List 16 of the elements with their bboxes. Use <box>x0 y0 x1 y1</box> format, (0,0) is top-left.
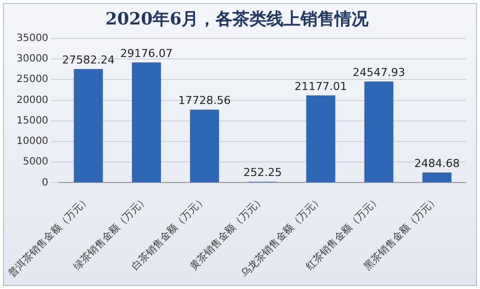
y-tick-label: 0 <box>42 177 48 188</box>
data-label: 17728.56 <box>178 94 231 107</box>
y-tick-label: 15000 <box>16 115 48 126</box>
data-label: 2484.68 <box>414 156 460 170</box>
data-label: 24547.93 <box>352 66 406 79</box>
y-tick-label: 35000 <box>16 32 48 44</box>
y-tick-label: 25000 <box>16 74 48 86</box>
y-tick-label: 10000 <box>16 136 48 148</box>
y-tick-label: 5000 <box>22 156 48 168</box>
data-label: 27582.24 <box>62 53 115 66</box>
y-tick-label: 30000 <box>16 54 48 65</box>
chart-title: 2020年6月，各茶类线上销售情况 <box>105 10 370 30</box>
data-label: 252.25 <box>243 166 282 180</box>
y-tick-label: 20000 <box>16 94 48 106</box>
data-label: 29176.07 <box>120 46 173 60</box>
data-label: 21177.01 <box>294 80 347 93</box>
